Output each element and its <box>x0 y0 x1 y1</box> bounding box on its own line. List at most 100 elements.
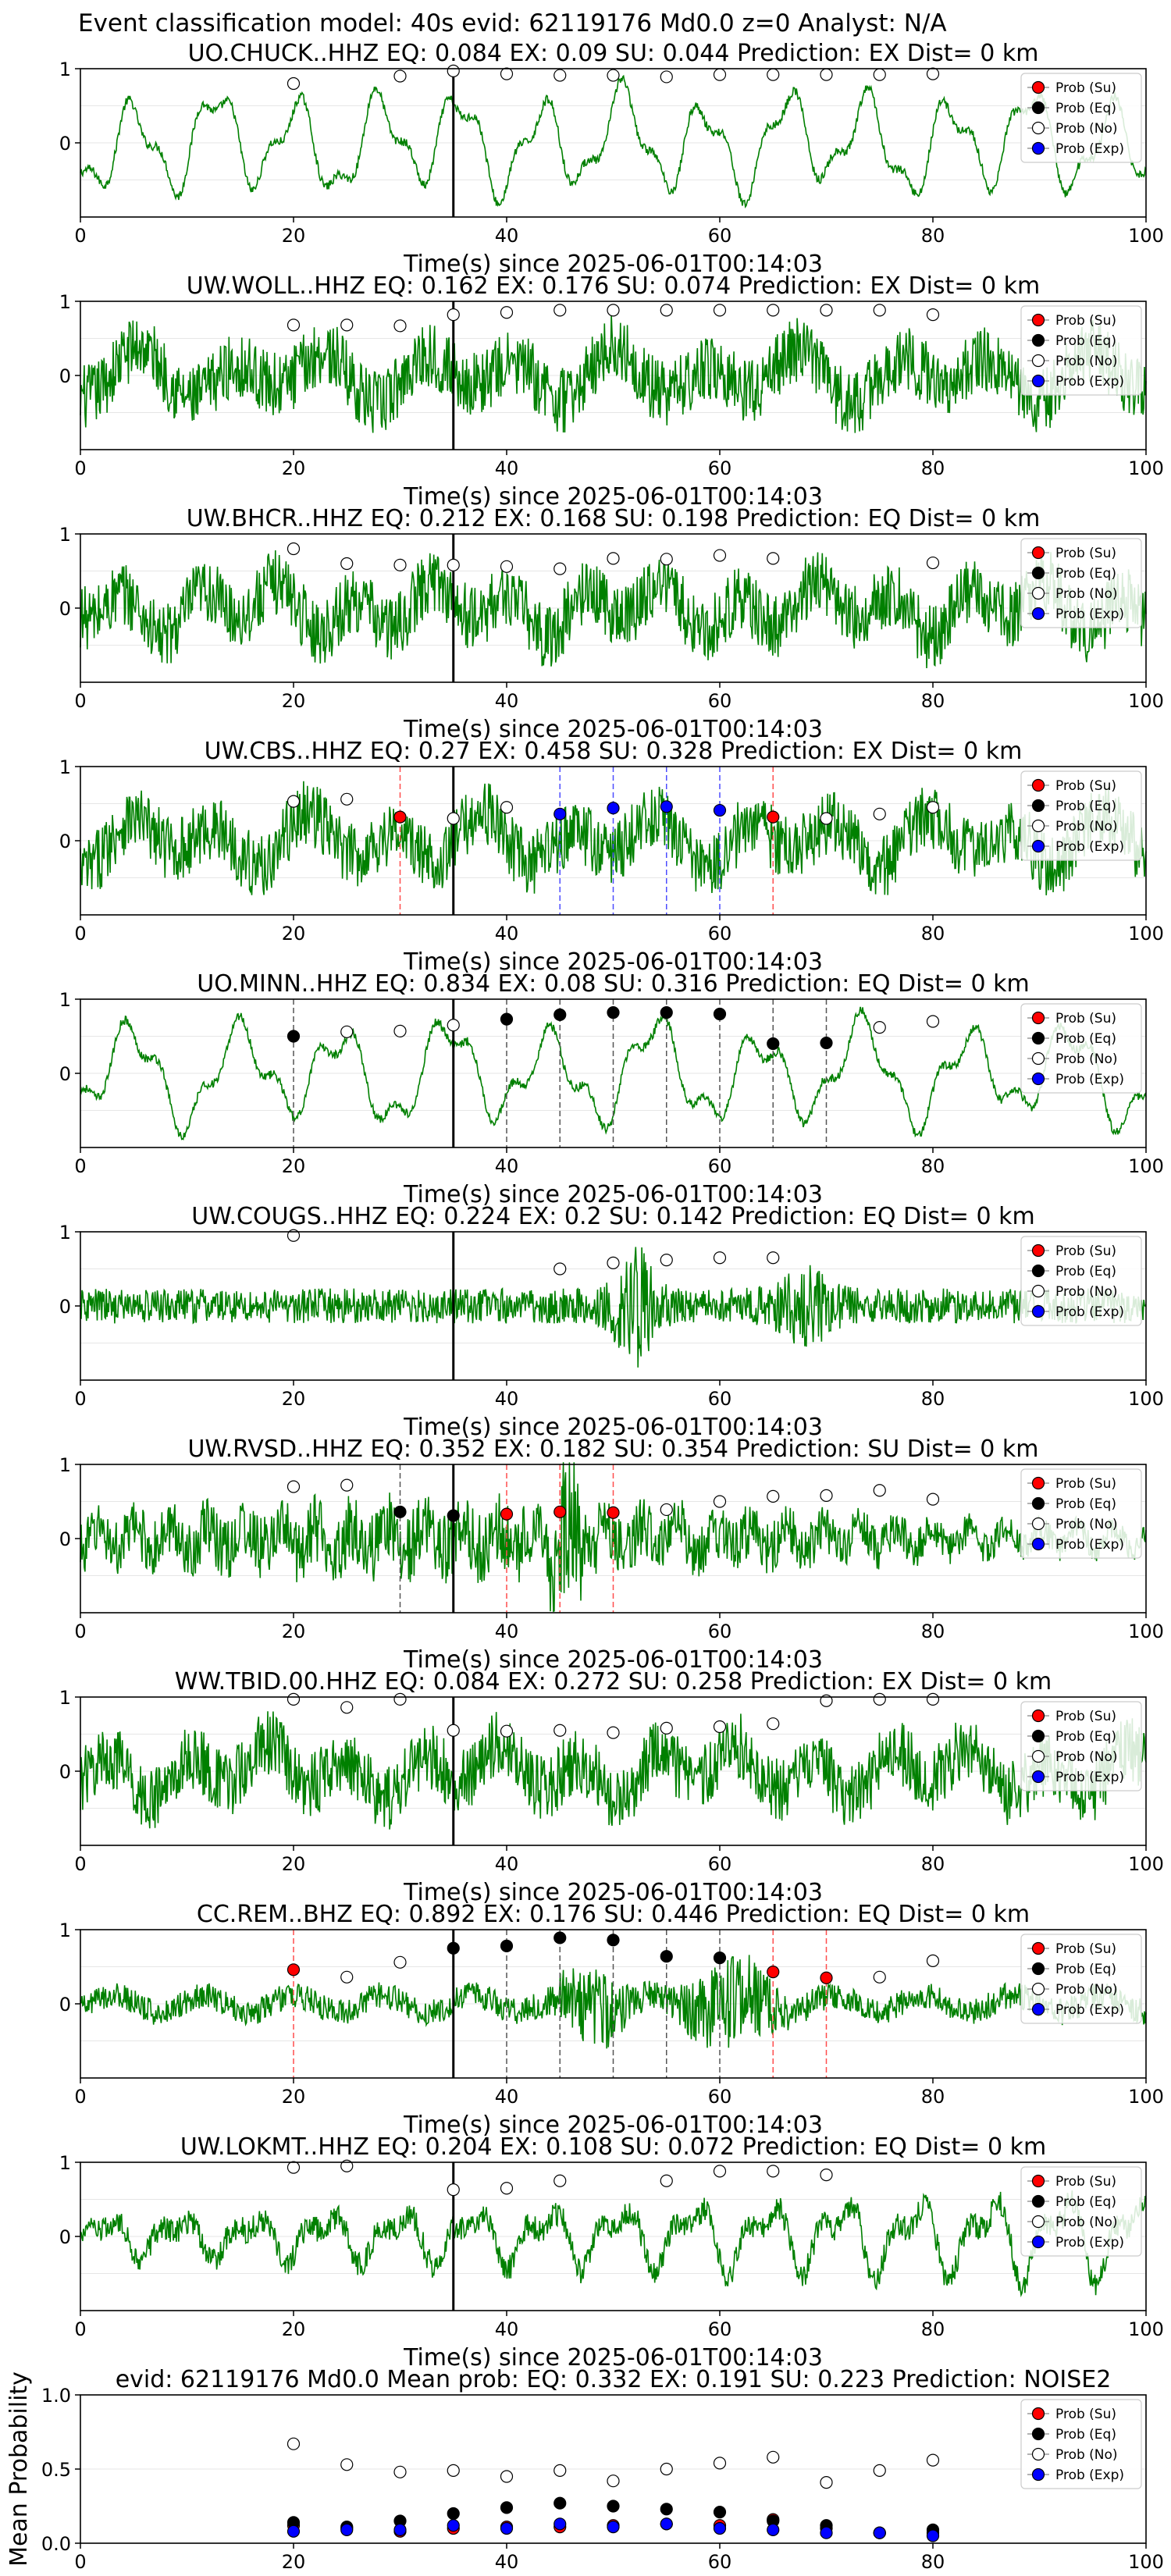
x-tick-label: 60 <box>708 1853 732 1875</box>
legend-marker-su <box>1031 1941 1045 1955</box>
legend-marker-no <box>1031 2447 1045 2461</box>
prob-no-point <box>607 1726 620 1739</box>
prob-no-point <box>713 1495 727 1508</box>
x-tick-label: 0 <box>74 923 86 945</box>
x-tick-label: 40 <box>495 1155 519 1177</box>
prob-no-point <box>447 308 460 322</box>
prob-no-point <box>820 1694 833 1707</box>
legend-box <box>1020 305 1142 396</box>
legend-marker-no <box>1031 1749 1045 1763</box>
prob-no-point <box>873 2464 886 2477</box>
x-axis-label: Time(s) since 2025-06-01T00:14:03 <box>403 251 823 278</box>
prob-exp-point <box>607 802 620 815</box>
x-tick-label: 60 <box>708 1155 732 1177</box>
prob-eq-point <box>447 1941 460 1955</box>
prob-exp-point <box>393 2523 407 2536</box>
panel-7: 0 20 40 60 80 100 0 1 UW.RVSD..HHZ EQ: 0.352 EX:… <box>59 1436 1164 1674</box>
legend-label-eq: Prob (Eq) <box>1055 566 1116 582</box>
y-tick-label: 0.5 <box>41 2459 71 2481</box>
prob-no-point <box>553 2174 567 2187</box>
prob-eq-point <box>713 2506 727 2519</box>
legend-label-su: Prob (Su) <box>1055 313 1116 329</box>
legend-label-eq: Prob (Eq) <box>1055 1264 1116 1279</box>
prob-no-point <box>340 557 354 571</box>
prob-no-point <box>873 1484 886 1497</box>
legend-label-su: Prob (Su) <box>1055 2407 1116 2422</box>
waveform-trace <box>80 1247 1147 1368</box>
x-axis-label: Time(s) since 2025-06-01T00:14:03 <box>403 2344 823 2371</box>
x-tick-label: 80 <box>921 1155 945 1177</box>
legend-marker-exp <box>1031 2235 1045 2249</box>
legend-marker-exp <box>1031 2002 1045 2016</box>
prob-no-point <box>447 558 460 572</box>
prob-exp-point <box>713 2521 727 2535</box>
x-tick-label: 100 <box>1128 2318 1164 2340</box>
prob-no-point <box>926 801 940 814</box>
x-tick-label: 60 <box>708 1388 732 1410</box>
prob-no-point <box>340 1025 354 1038</box>
x-tick-label: 20 <box>282 1155 306 1177</box>
prob-eq-point <box>500 2501 514 2514</box>
prob-no-point <box>340 792 354 806</box>
legend-marker-su <box>1031 1011 1045 1025</box>
legend: Prob (Su) Prob (Eq) Prob (No) Prob (Exp) <box>1020 1003 1142 1094</box>
legend-label-eq: Prob (Eq) <box>1055 2194 1116 2210</box>
prob-no-point <box>820 2476 833 2489</box>
legend-box <box>1020 770 1142 861</box>
panel-title: UO.CHUCK..HHZ EQ: 0.084 EX: 0.09 SU: 0.0… <box>188 40 1039 67</box>
y-tick-label: 1 <box>59 2152 71 2174</box>
prob-no-point <box>873 807 886 820</box>
x-axis-label: Time(s) since 2025-06-01T00:14:03 <box>403 2112 823 2139</box>
legend-label-no: Prob (No) <box>1055 1982 1118 1998</box>
legend-label-exp: Prob (Exp) <box>1055 839 1124 855</box>
prob-eq-point <box>607 1005 620 1019</box>
prob-eq-point <box>820 1036 833 1050</box>
legend-label-su: Prob (Su) <box>1055 80 1116 96</box>
x-tick-label: 40 <box>495 2551 519 2573</box>
legend-marker-eq <box>1031 2427 1045 2441</box>
legend-marker-no <box>1031 1051 1045 1066</box>
prob-su-point <box>820 1971 833 1984</box>
prob-exp-point <box>553 807 567 820</box>
prob-eq-point <box>553 2496 567 2510</box>
legend-label-exp: Prob (Exp) <box>1055 374 1124 390</box>
prob-exp-point <box>660 800 673 813</box>
prob-no-point <box>287 76 301 91</box>
prob-eq-point <box>713 1007 727 1021</box>
x-tick-label: 20 <box>282 690 306 712</box>
panel-4: 0 20 40 60 80 100 0 1 UW.CBS..HHZ EQ: 0.27 EX: 0… <box>59 738 1164 976</box>
legend-marker-su <box>1031 1476 1045 1490</box>
prob-exp-point <box>873 2526 886 2539</box>
x-tick-label: 0 <box>74 225 86 247</box>
prob-su-point <box>287 1963 301 1976</box>
prob-no-point <box>340 1478 354 1492</box>
prob-no-point <box>607 2475 620 2488</box>
prob-eq-point <box>607 2500 620 2513</box>
x-tick-label: 0 <box>74 1621 86 1642</box>
legend-label-exp: Prob (Exp) <box>1055 2002 1124 2018</box>
panel-9: 0 20 40 60 80 100 0 1 CC.REM..BHZ EQ: 0.892 EX: … <box>59 1901 1164 2139</box>
legend-marker-no <box>1031 1284 1045 1298</box>
legend-box <box>1020 2399 1142 2489</box>
prob-no-point <box>447 1019 460 1032</box>
legend-marker-exp <box>1031 374 1045 388</box>
x-tick-label: 60 <box>708 457 732 479</box>
legend-box <box>1020 538 1142 628</box>
x-tick-label: 100 <box>1128 690 1164 712</box>
legend-label-eq: Prob (Eq) <box>1055 1496 1116 1512</box>
prob-no-point <box>340 1970 354 1984</box>
legend-label-no: Prob (No) <box>1055 2447 1118 2463</box>
legend-label-su: Prob (Su) <box>1055 1476 1116 1492</box>
x-axis-label: Time(s) since 2025-06-01T00:14:03 <box>403 1646 823 1674</box>
panel-11: 0 20 40 60 80 100 0.0 0.5 1.0 evid: 62119176 Md0.… <box>5 2366 1164 2573</box>
y-tick-label: 0 <box>59 1296 71 1318</box>
prob-no-point <box>767 1251 780 1265</box>
prob-eq-point <box>713 1952 727 1965</box>
prob-exp-point <box>553 2517 567 2531</box>
waveform-trace <box>80 2190 1147 2298</box>
x-tick-label: 80 <box>921 225 945 247</box>
legend-marker-eq <box>1031 1962 1045 1976</box>
prob-no-point <box>767 304 780 317</box>
legend-marker-exp <box>1031 2467 1045 2482</box>
x-tick-label: 0 <box>74 1155 86 1177</box>
